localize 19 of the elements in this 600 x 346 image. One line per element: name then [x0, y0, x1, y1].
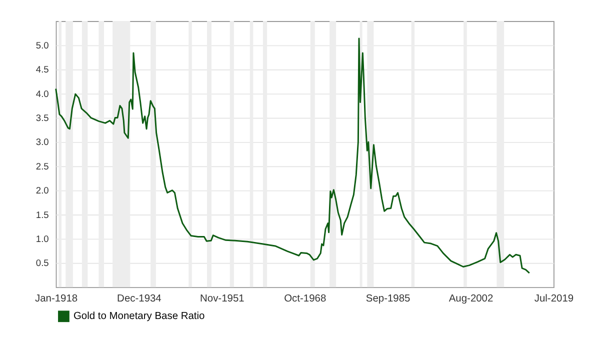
y-tick-label: 0.5 — [36, 258, 49, 268]
y-tick-label: 1.5 — [36, 210, 49, 220]
y-tick-label: 3.5 — [36, 113, 49, 124]
y-tick-label: 1.0 — [36, 234, 49, 244]
x-tick-label: Sep-1985 — [366, 293, 411, 304]
x-tick-label: Jul-2019 — [534, 293, 574, 304]
x-tick-label: Dec-1934 — [117, 293, 162, 304]
x-tick-label: Aug-2002 — [448, 293, 494, 304]
y-tick-label: 5.0 — [36, 40, 49, 50]
y-tick-label: 3.0 — [36, 137, 49, 148]
x-tick-label: Jan-1918 — [34, 293, 78, 304]
y-tick-label: 4.0 — [36, 88, 49, 99]
x-tick-label: Oct-1968 — [284, 293, 326, 304]
y-tick-label: 4.5 — [36, 64, 49, 75]
y-tick-label: 2.0 — [36, 186, 49, 196]
x-tick-label: Nov-1951 — [200, 293, 245, 304]
line-series — [55, 38, 530, 274]
y-tick-label: 2.5 — [36, 161, 49, 172]
legend-label: Gold to Monetary Base Ratio — [73, 311, 206, 322]
